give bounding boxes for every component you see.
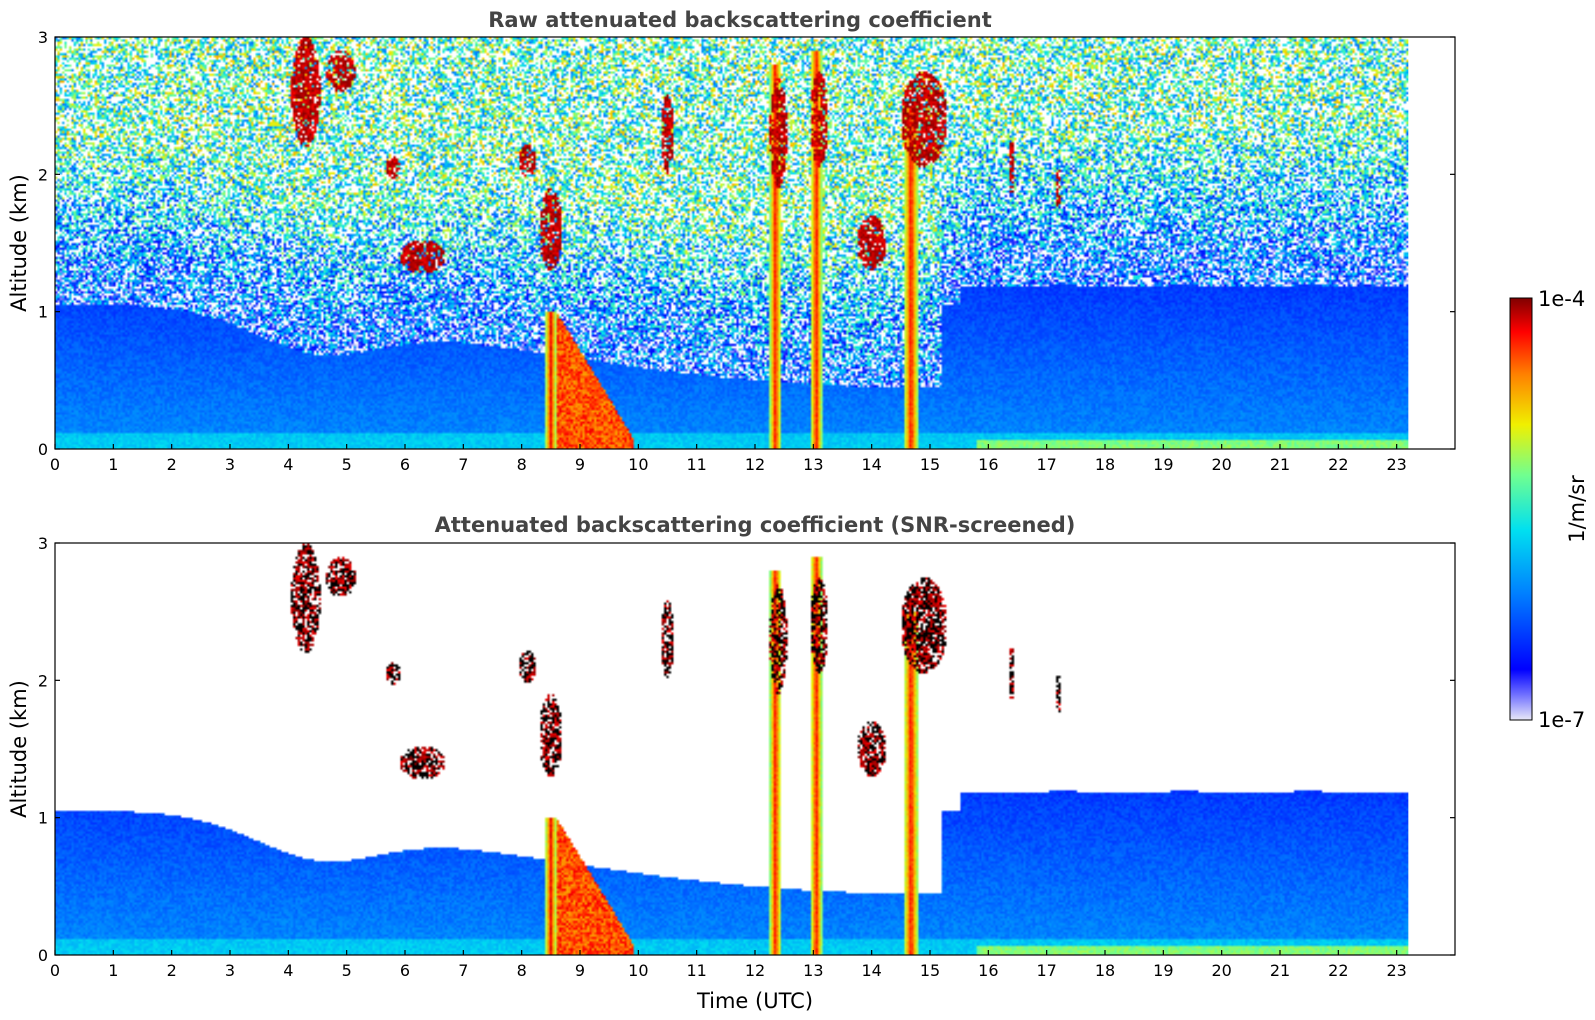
x-tick-label: 5 — [342, 961, 352, 980]
x-tick-label: 7 — [458, 961, 468, 980]
x-tick-label: 14 — [861, 455, 881, 474]
y-tick-label: 0 — [38, 440, 48, 459]
x-tick-label: 2 — [167, 455, 177, 474]
x-tick-label: 16 — [978, 455, 998, 474]
panel-raw-heatmap — [55, 37, 1409, 449]
x-tick-label: 9 — [575, 961, 585, 980]
x-tick-label: 19 — [1153, 961, 1173, 980]
x-tick-label: 9 — [575, 455, 585, 474]
x-tick-label: 17 — [1036, 961, 1056, 980]
panel-screened: Attenuated backscattering coefficient (S… — [7, 513, 1456, 1013]
x-tick-label: 11 — [686, 961, 706, 980]
x-tick-label: 20 — [1211, 961, 1231, 980]
x-tick-label: 0 — [50, 961, 60, 980]
x-tick-label: 23 — [1386, 455, 1406, 474]
panel-raw-data — [55, 37, 1409, 449]
x-tick-label: 0 — [50, 455, 60, 474]
y-tick-label: 3 — [38, 534, 48, 553]
x-tick-label: 1 — [108, 455, 118, 474]
x-tick-label: 15 — [920, 455, 940, 474]
x-tick-label: 13 — [803, 961, 823, 980]
x-tick-label: 13 — [803, 455, 823, 474]
panel-screened-ylabel: Altitude (km) — [7, 680, 31, 818]
panel-screened-title: Attenuated backscattering coefficient (S… — [435, 513, 1076, 537]
colorbar-min-label: 1e-7 — [1538, 708, 1585, 732]
x-tick-label: 12 — [745, 961, 765, 980]
y-tick-label: 1 — [38, 303, 48, 322]
colorbar: 1e-4 1e-7 1/m/sr — [1509, 287, 1589, 732]
x-tick-label: 20 — [1211, 455, 1231, 474]
x-tick-label: 4 — [283, 961, 293, 980]
x-tick-label: 19 — [1153, 455, 1173, 474]
x-tick-label: 2 — [167, 961, 177, 980]
x-tick-label: 11 — [686, 455, 706, 474]
y-tick-label: 2 — [38, 165, 48, 184]
panel-raw-axes: 0 1 2 3 4 5 6 7 8 9 10 11 12 13 14 15 16 17 18 19 20 21 22 2301… — [38, 28, 1455, 474]
x-tick-label: 10 — [628, 455, 648, 474]
x-tick-label: 7 — [458, 455, 468, 474]
y-tick-label: 3 — [38, 28, 48, 47]
x-tick-label: 14 — [861, 961, 881, 980]
x-tick-label: 22 — [1328, 961, 1348, 980]
y-tick-label: 0 — [38, 946, 48, 965]
x-tick-label: 6 — [400, 455, 410, 474]
x-tick-label: 22 — [1328, 455, 1348, 474]
panel-screened-heatmap — [55, 543, 1409, 955]
y-tick-label: 2 — [38, 671, 48, 690]
x-tick-label: 18 — [1095, 455, 1115, 474]
x-tick-label: 21 — [1270, 455, 1290, 474]
panel-screened-axes: 0 1 2 3 4 5 6 7 8 9 10 11 12 13 14 15 16 17 18 19 20 21 22 2301… — [38, 534, 1455, 980]
panel-raw-ylabel: Altitude (km) — [7, 174, 31, 312]
panel-raw-title: Raw attenuated backscattering coefficien… — [488, 8, 992, 32]
panel-screened-data — [55, 543, 1409, 955]
x-tick-label: 21 — [1270, 961, 1290, 980]
x-tick-label: 18 — [1095, 961, 1115, 980]
colorbar-max-label: 1e-4 — [1538, 287, 1585, 311]
x-tick-label: 16 — [978, 961, 998, 980]
x-tick-label: 4 — [283, 455, 293, 474]
x-tick-label: 17 — [1036, 455, 1056, 474]
y-tick-label: 1 — [38, 809, 48, 828]
x-tick-label: 10 — [628, 961, 648, 980]
x-tick-label: 1 — [108, 961, 118, 980]
x-tick-label: 12 — [745, 455, 765, 474]
panel-screened-xlabel: Time (UTC) — [696, 989, 813, 1013]
x-tick-label: 8 — [517, 455, 527, 474]
x-tick-label: 23 — [1386, 961, 1406, 980]
colorbar-gradient — [1509, 297, 1533, 721]
colorbar-unit-label: 1/m/sr — [1565, 475, 1589, 543]
x-tick-label: 8 — [517, 961, 527, 980]
x-tick-label: 3 — [225, 961, 235, 980]
x-tick-label: 3 — [225, 455, 235, 474]
x-tick-label: 15 — [920, 961, 940, 980]
x-tick-label: 5 — [342, 455, 352, 474]
panel-raw: Raw attenuated backscattering coefficien… — [7, 8, 1456, 474]
x-tick-label: 6 — [400, 961, 410, 980]
